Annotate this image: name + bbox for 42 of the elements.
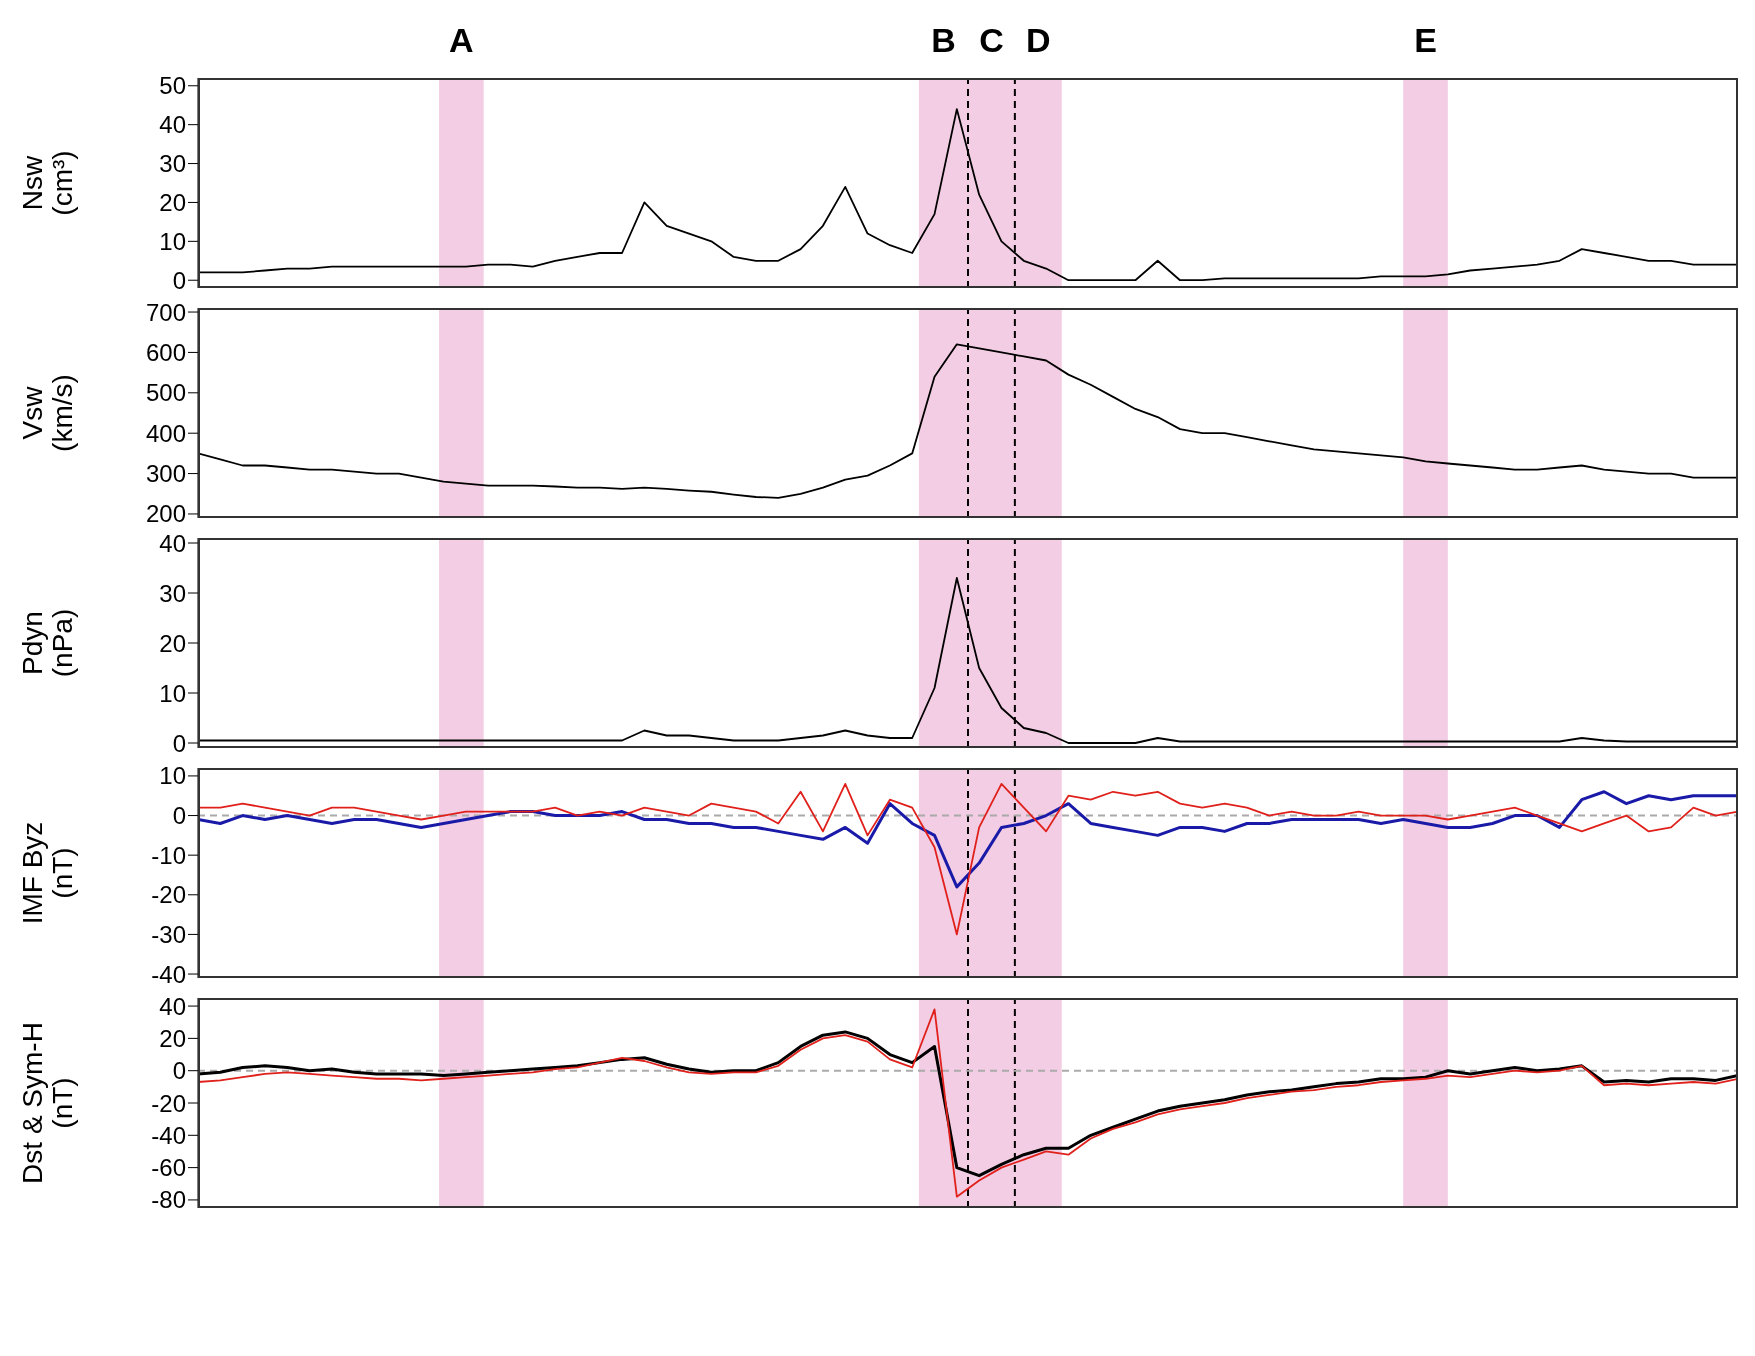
y-tick-label: 20 [159, 1024, 186, 1052]
y-tick-label: -20 [151, 1089, 186, 1117]
y-tick-label: 0 [172, 1057, 186, 1085]
y-axis-title: Pdyn (nPa) [17, 608, 78, 678]
text: B [930, 20, 957, 60]
y-axis-title: IMF Byz (nT) [17, 821, 78, 925]
line-series [198, 790, 1738, 889]
text: D [1025, 20, 1052, 60]
y-tick-label: 50 [159, 72, 186, 100]
y-tick-label: 20 [159, 629, 186, 657]
y-tick-label: -80 [151, 1186, 186, 1214]
y-tick-label: 0 [172, 802, 186, 830]
line-series [198, 782, 1738, 936]
y-tick-label: 20 [159, 188, 186, 216]
y-tick-label: 600 [145, 338, 186, 366]
text: C [978, 20, 1005, 60]
y-tick-label: 30 [159, 579, 186, 607]
y-tick-label: -10 [151, 841, 186, 869]
y-tick-label: 400 [145, 419, 186, 447]
y-tick-label: 10 [159, 227, 186, 255]
y-tick-label: -60 [151, 1154, 186, 1182]
y-tick-label: -20 [151, 881, 186, 909]
y-tick-label: 0 [172, 729, 186, 757]
text: A [448, 20, 475, 60]
y-axis-title: Nsw (cm³) [17, 150, 78, 216]
text: E [1413, 20, 1438, 60]
y-tick-label: -40 [151, 960, 186, 988]
y-tick-label: 40 [159, 529, 186, 557]
y-tick-label: -40 [151, 1121, 186, 1149]
y-tick-label: 10 [159, 762, 186, 790]
y-tick-label: 300 [145, 460, 186, 488]
y-tick-label: 0 [172, 266, 186, 294]
y-tick-label: 500 [145, 379, 186, 407]
y-tick-label: 40 [159, 111, 186, 139]
y-tick-label: 700 [145, 298, 186, 326]
y-tick-label: 40 [159, 992, 186, 1020]
y-tick-label: -30 [151, 920, 186, 948]
y-axis-title: Vsw (km/s) [17, 374, 78, 452]
y-tick-label: 10 [159, 679, 186, 707]
y-axis-title: Dst & Sym-H (nT) [17, 1022, 78, 1184]
y-tick-label: 30 [159, 150, 186, 178]
y-tick-label: 200 [145, 500, 186, 528]
